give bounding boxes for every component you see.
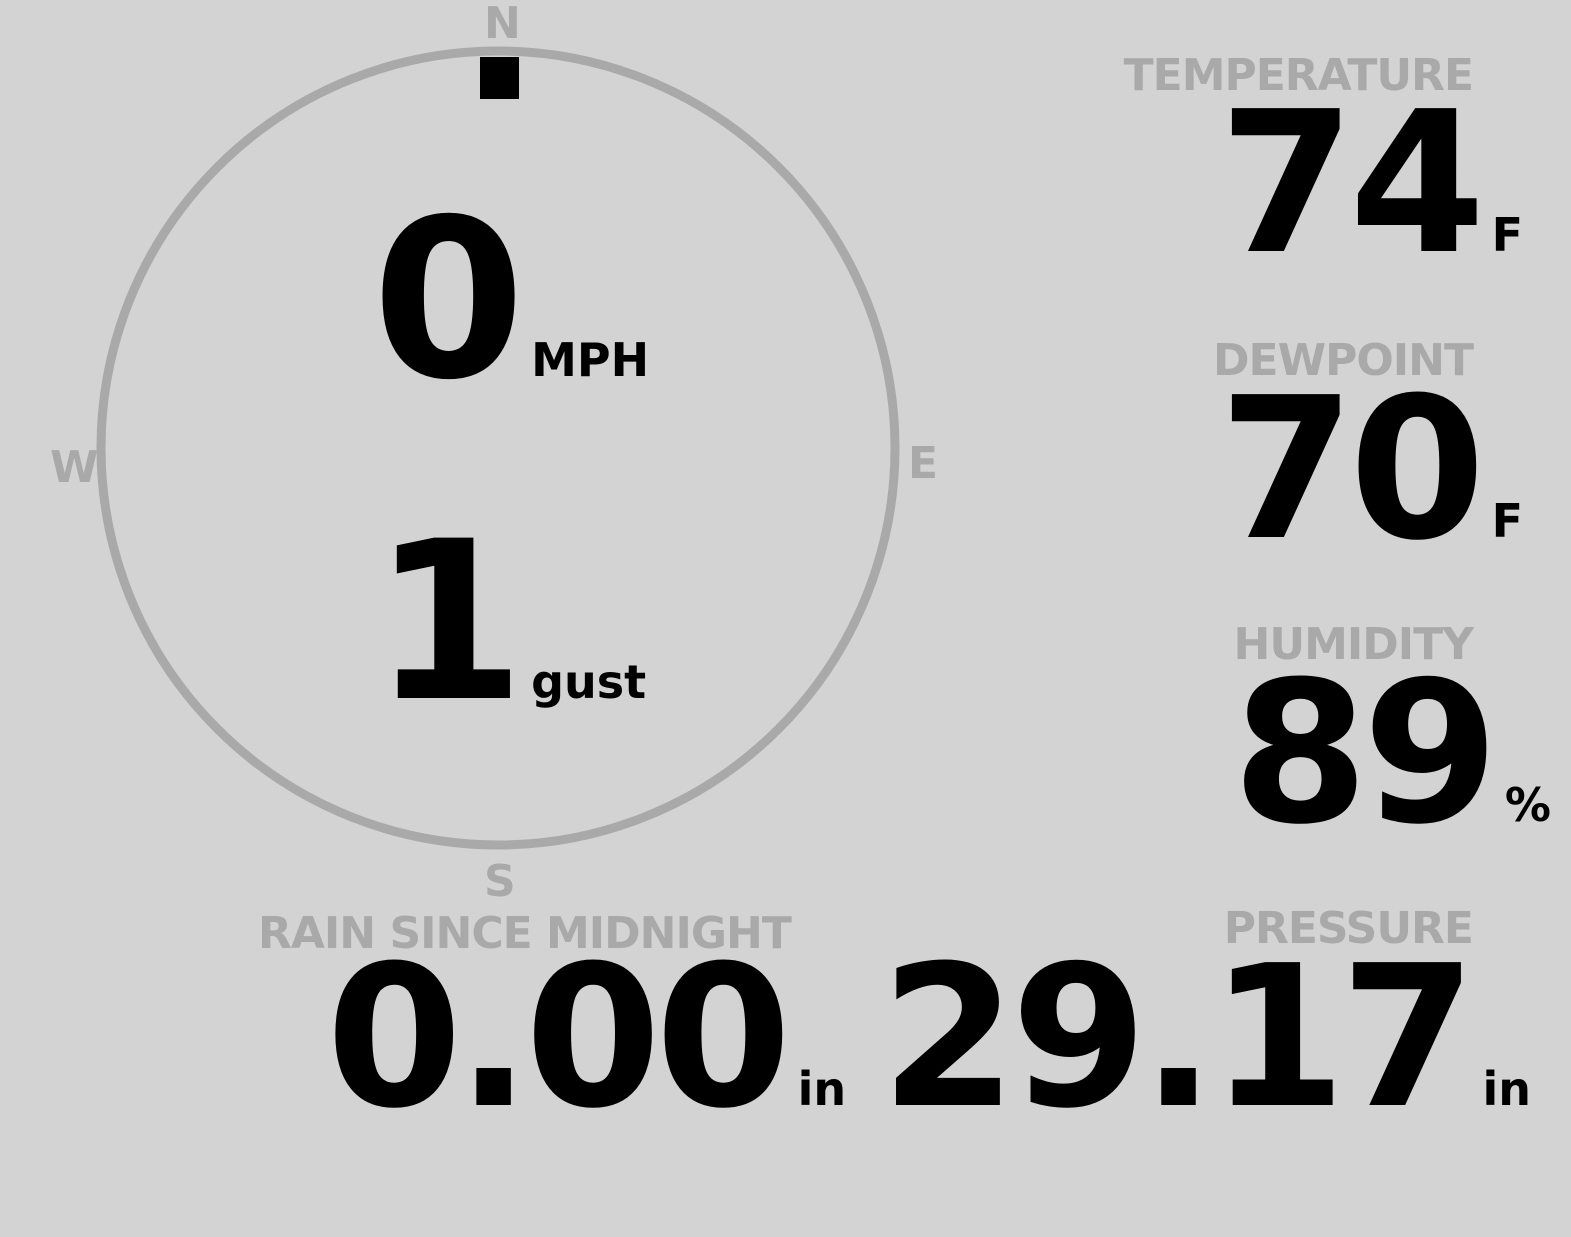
dewpoint-unit: F: [1491, 494, 1523, 548]
wind-gust-unit: gust: [531, 655, 647, 709]
temperature-unit: F: [1491, 208, 1523, 262]
humidity-label: HUMIDITY: [1233, 619, 1474, 670]
wind-compass: [96, 46, 900, 850]
compass-east-label: E: [908, 438, 939, 489]
humidity-unit: %: [1504, 778, 1551, 832]
rain-unit: in: [797, 1062, 847, 1116]
compass-north-label: N: [484, 0, 521, 49]
pressure-label: PRESSURE: [1223, 903, 1474, 954]
rain-label: RAIN SINCE MIDNIGHT: [258, 908, 792, 959]
compass-ring: [96, 46, 900, 850]
wind-speed-value: 0: [372, 172, 525, 428]
compass-west-label: W: [50, 442, 99, 493]
wind-gust: 1 gust: [372, 512, 646, 732]
pressure: 29.17 in: [881, 940, 1531, 1136]
dewpoint: 70 F: [1219, 372, 1523, 568]
temperature: 74 F: [1219, 86, 1523, 282]
rain: 0.00 in: [326, 940, 846, 1136]
rain-value: 0.00: [326, 924, 792, 1152]
pressure-value: 29.17: [880, 924, 1477, 1152]
wind-speed: 0 MPH: [372, 190, 649, 410]
compass-south-label: S: [484, 856, 516, 907]
pressure-unit: in: [1482, 1062, 1531, 1116]
wind-gust-value: 1: [372, 494, 525, 750]
wind-direction-marker: [480, 57, 519, 99]
wind-speed-unit: MPH: [531, 333, 650, 387]
humidity-value: 89: [1232, 640, 1499, 868]
temperature-value: 74: [1218, 70, 1486, 298]
dewpoint-label: DEWPOINT: [1213, 335, 1474, 386]
humidity: 89 %: [1232, 656, 1551, 852]
temperature-label: TEMPERATURE: [1123, 50, 1474, 101]
dewpoint-value: 70: [1218, 356, 1486, 584]
